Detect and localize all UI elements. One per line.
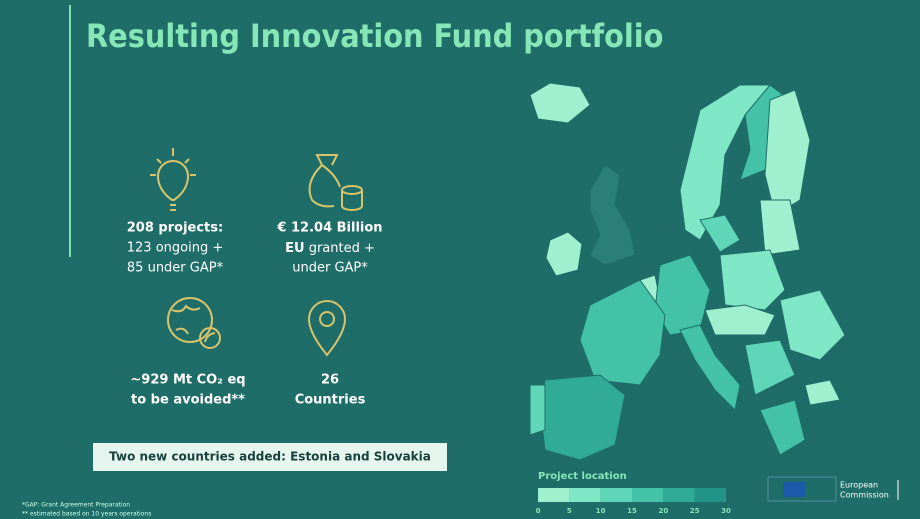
legend-tick-label: 15 [627,507,637,515]
stat-line: to be avoided** [131,393,245,408]
legend-swatch [600,488,632,502]
stat-rest: granted + [305,241,375,256]
money-icon [308,154,363,211]
legend: 0 5 10 15 20 25 30 [536,488,731,515]
bulb-icon [150,148,196,211]
map [529,82,846,461]
legend-tick-label: 0 [536,507,541,515]
stat-headline: 26 [321,373,339,388]
stat-line: 85 under GAP* [127,261,224,276]
stat-bold: EU [285,241,304,256]
legend-tick-label: 10 [596,507,606,515]
stat-line: under GAP* [292,261,368,276]
stat-line: EU granted + [285,241,375,256]
stat-headline: € 12.04 Billion [276,221,382,236]
footnote: *GAP: Grant Agreement Preparation [22,502,130,509]
legend-swatch [694,488,726,502]
legend-tick-label: 5 [567,507,572,515]
logo-text: European [840,481,878,490]
legend-swatch [538,488,570,502]
stats: 208 projects: 123 ongoing + 85 under GAP… [127,221,383,408]
icons [150,148,363,357]
logo-text: Commission [840,491,889,500]
legend-tick-label: 20 [658,507,668,515]
pin-icon [307,300,347,357]
legend-swatch [569,488,601,502]
stat-headline: 208 projects: [127,221,223,236]
legend-swatch [632,488,664,502]
legend-swatch [663,488,695,502]
footnote: ** estimated based on 10 years operation… [22,511,151,518]
stat-headline: ~929 Mt CO₂ eq [130,373,245,388]
banner: Two new countries added: Estonia and Slo… [109,450,431,464]
legend-tick-label: 25 [690,507,700,515]
stat-line: Countries [295,393,366,408]
banner-box [93,443,447,471]
legend-tick-label: 30 [721,507,731,515]
globe-icon [167,297,221,349]
stat-line: 123 ongoing + [127,241,223,256]
legend-title: Project location [538,471,627,482]
title: Resulting Innovation Fund portfolio [86,17,663,55]
eu-flag [783,482,805,497]
